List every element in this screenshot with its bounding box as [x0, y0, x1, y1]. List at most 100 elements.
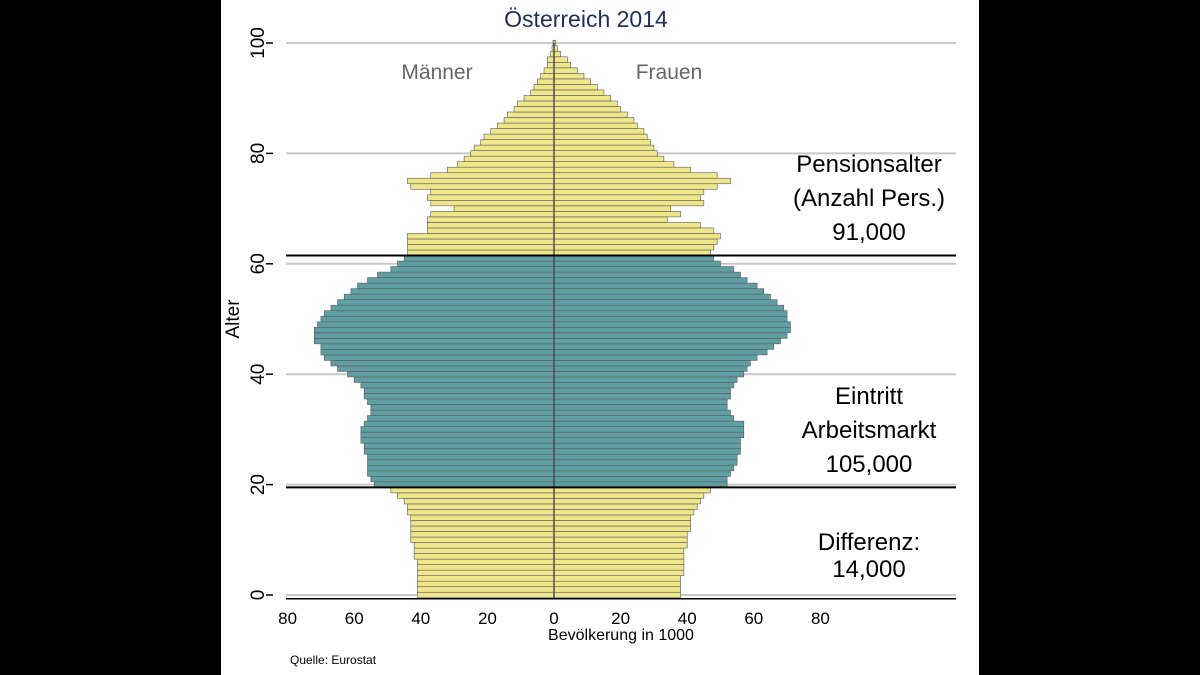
x-tick-label-6: 40: [678, 609, 697, 628]
bar-male-age-3: [417, 575, 555, 582]
bar-female-age-74: [553, 183, 718, 190]
bar-female-age-83: [553, 133, 648, 140]
x-tick-label-2: 40: [411, 609, 430, 628]
bar-male-age-87: [507, 111, 555, 118]
bar-female-age-71: [553, 200, 705, 207]
bar-female-age-6: [553, 558, 685, 565]
bar-female-age-13: [553, 520, 691, 527]
bar-male-age-49: [317, 321, 555, 328]
bar-male-age-86: [503, 117, 555, 124]
bar-female-age-75: [553, 177, 731, 185]
bar-female-age-27: [553, 442, 741, 450]
bar-female-age-42: [553, 360, 751, 367]
bar-male-age-40: [347, 371, 555, 378]
x-tick-label-7: 60: [744, 609, 763, 628]
bar-female-age-25: [553, 453, 738, 461]
x-tick-label-1: 60: [345, 609, 364, 628]
bar-female-age-55: [553, 288, 765, 295]
bar-female-age-22: [553, 470, 731, 477]
bar-female-age-51: [553, 310, 788, 317]
bar-female-age-5: [553, 564, 685, 571]
bar-male-age-11: [410, 531, 555, 538]
bar-female-age-95: [553, 67, 578, 74]
bar-female-age-11: [553, 531, 688, 538]
bar-female-age-56: [553, 282, 758, 289]
bar-female-age-72: [553, 194, 701, 201]
source-note: Quelle: Eurostat: [290, 653, 377, 667]
threshold-lines: [286, 254, 956, 600]
y-axis-ticks: 0 20 40 60 80 100: [248, 27, 273, 600]
bar-female-age-98: [553, 50, 561, 58]
bar-female-age-15: [553, 509, 695, 516]
bar-female-age-89: [553, 100, 618, 107]
bar-male-age-66: [427, 227, 555, 234]
bar-female-age-93: [553, 78, 591, 85]
bar-female-age-45: [553, 343, 775, 350]
bar-male-age-9: [413, 542, 555, 549]
bar-male-age-94: [540, 73, 555, 80]
bar-male-age-6: [417, 558, 555, 565]
bar-male-age-18: [397, 492, 555, 499]
bar-female-age-44: [553, 349, 768, 356]
bar-male-age-95: [543, 67, 555, 74]
bar-male-age-52: [330, 304, 555, 312]
bar-male-age-58: [377, 271, 555, 278]
pension-label-line2: (Anzahl Pers.): [793, 185, 945, 212]
bar-female-age-85: [553, 122, 638, 129]
bar-male-age-15: [407, 509, 555, 516]
bar-female-age-37: [553, 387, 731, 394]
bar-female-age-88: [553, 106, 621, 113]
bar-male-age-83: [483, 133, 555, 140]
bar-male-age-2: [417, 580, 555, 588]
bar-female-age-29: [553, 431, 745, 438]
bar-female-age-87: [553, 111, 628, 118]
bar-female-age-43: [553, 354, 758, 361]
bar-female-age-92: [553, 84, 598, 91]
bar-female-age-26: [553, 448, 741, 455]
bar-female-age-35: [553, 398, 728, 405]
bar-male-age-50: [320, 315, 555, 323]
bar-male-age-5: [417, 564, 555, 571]
bar-male-age-1: [417, 586, 555, 593]
bar-male-age-4: [417, 569, 555, 576]
bar-female-age-70: [553, 205, 671, 212]
bar-male-age-80: [470, 150, 555, 157]
bar-male-age-71: [430, 200, 555, 207]
bar-male-age-85: [497, 122, 555, 129]
bar-male-age-53: [337, 299, 555, 306]
labour-label-line1: Eintritt: [835, 383, 903, 410]
bar-male-age-70: [453, 205, 555, 212]
bar-male-age-69: [430, 211, 555, 218]
bar-male-age-41: [337, 365, 555, 372]
bar-female-age-21: [553, 476, 728, 483]
y-tick-label-60: 60: [248, 253, 269, 274]
bar-male-age-63: [407, 244, 555, 251]
bar-female-age-14: [553, 514, 691, 521]
bar-male-age-43: [323, 354, 555, 361]
bar-male-age-81: [473, 144, 555, 151]
bar-female-age-9: [553, 542, 688, 549]
bar-male-age-23: [367, 464, 555, 472]
bar-male-age-35: [367, 398, 555, 405]
bar-female-age-10: [553, 536, 688, 543]
bar-male-age-29: [360, 431, 555, 438]
bar-female-age-54: [553, 293, 771, 300]
bar-male-age-47: [313, 332, 555, 339]
bar-male-age-65: [407, 233, 555, 240]
bar-female-age-96: [553, 62, 571, 69]
bar-male-age-84: [490, 128, 555, 135]
bar-female-age-60: [553, 260, 721, 267]
bar-female-age-53: [553, 299, 778, 306]
labour-count: 105,000: [826, 451, 913, 478]
bar-male-age-92: [533, 84, 555, 91]
bar-male-age-32: [367, 415, 555, 422]
x-tick-label-5: 20: [611, 609, 630, 628]
bar-male-age-28: [360, 437, 555, 444]
x-tick-label-8: 80: [811, 609, 830, 628]
population-pyramid-chart: 0 20 40 60 80 100 80 60 40 20 0 20 40 60 80 Österreic…: [223, 6, 956, 667]
pension-label-line1: Pensionsalter: [796, 151, 941, 178]
bar-male-age-45: [320, 343, 555, 350]
bar-male-age-31: [363, 420, 555, 427]
bar-male-age-96: [547, 62, 555, 69]
bar-female-age-82: [553, 139, 651, 146]
